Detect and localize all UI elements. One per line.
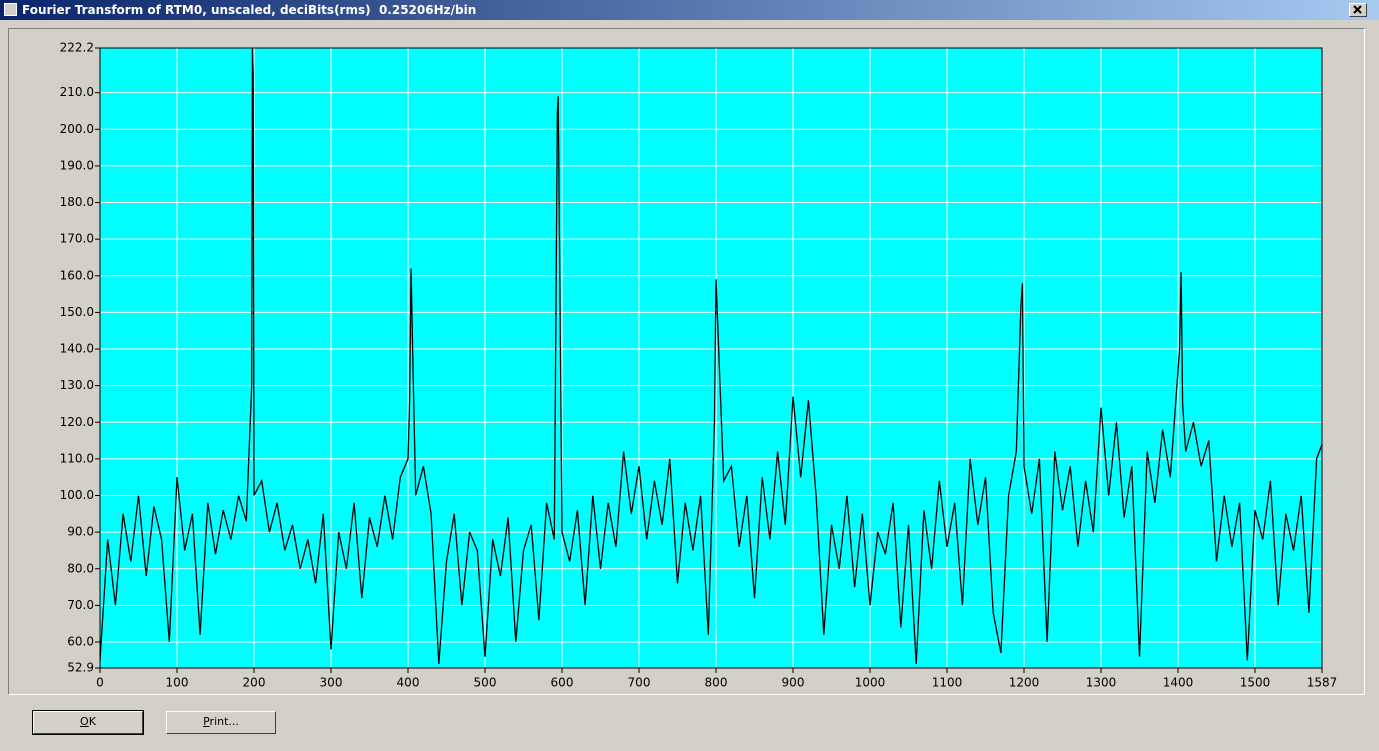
x-tick-label: 1400 bbox=[1163, 676, 1194, 690]
y-tick-label: 150.0 bbox=[60, 305, 94, 319]
print-button[interactable]: Print... bbox=[166, 711, 276, 734]
close-icon bbox=[1353, 5, 1362, 14]
y-tick-label: 52.9 bbox=[67, 661, 94, 675]
x-tick-label: 300 bbox=[320, 676, 343, 690]
y-tick-label: 170.0 bbox=[60, 232, 94, 246]
x-tick-label: 700 bbox=[628, 676, 651, 690]
x-tick-label: 200 bbox=[243, 676, 266, 690]
title-bar: Fourier Transform of RTM0, unscaled, dec… bbox=[0, 0, 1379, 20]
y-tick-label: 130.0 bbox=[60, 378, 94, 392]
y-tick-label: 180.0 bbox=[60, 195, 94, 209]
window-icon bbox=[4, 3, 17, 16]
y-tick-label: 60.0 bbox=[67, 634, 94, 648]
x-tick-label: 500 bbox=[474, 676, 497, 690]
x-tick-label: 900 bbox=[782, 676, 805, 690]
y-tick-label: 160.0 bbox=[60, 268, 94, 282]
x-tick-label: 600 bbox=[551, 676, 574, 690]
y-tick-label: 100.0 bbox=[60, 488, 94, 502]
y-tick-label: 190.0 bbox=[60, 158, 94, 172]
spectrum-line bbox=[99, 47, 1323, 665]
x-tick-label: 1587 bbox=[1307, 676, 1338, 690]
x-tick-label: 1300 bbox=[1086, 676, 1117, 690]
plot-area bbox=[100, 48, 1322, 668]
window-title: Fourier Transform of RTM0, unscaled, dec… bbox=[22, 3, 477, 17]
y-tick-label: 80.0 bbox=[67, 561, 94, 575]
y-tick-label: 110.0 bbox=[60, 451, 94, 465]
chart: 52.9 60.0 70.0 80.0 90.0 100.0 110.0 120.0 130.0… bbox=[60, 41, 1338, 690]
x-tick-label: 1500 bbox=[1240, 676, 1271, 690]
y-tick-label: 210.0 bbox=[60, 85, 94, 99]
ok-button[interactable]: OK bbox=[32, 710, 144, 735]
y-tick-label: 200.0 bbox=[60, 122, 94, 136]
chart-panel bbox=[8, 28, 1365, 695]
plot-frame bbox=[99, 47, 1323, 669]
x-tick-label: 0 bbox=[96, 676, 104, 690]
y-tick-label: 120.0 bbox=[60, 415, 94, 429]
y-tick-label: 90.0 bbox=[67, 525, 94, 539]
x-tick-label: 1100 bbox=[932, 676, 963, 690]
close-button[interactable] bbox=[1349, 3, 1367, 17]
y-tick-label: 222.2 bbox=[60, 41, 94, 55]
y-tick-label: 140.0 bbox=[60, 342, 94, 356]
x-tick-label: 400 bbox=[397, 676, 420, 690]
y-tick-label: 70.0 bbox=[67, 598, 94, 612]
x-tick-label: 1200 bbox=[1009, 676, 1040, 690]
x-tick-label: 100 bbox=[166, 676, 189, 690]
x-tick-label: 1000 bbox=[855, 676, 886, 690]
x-tick-label: 800 bbox=[705, 676, 728, 690]
